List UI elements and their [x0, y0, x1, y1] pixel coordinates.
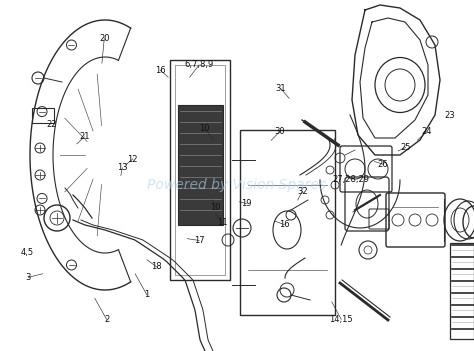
Text: 22: 22	[46, 120, 56, 129]
Text: 13: 13	[117, 163, 128, 172]
Text: Powered by Vision Spares: Powered by Vision Spares	[147, 178, 327, 192]
Text: 11: 11	[218, 218, 228, 227]
Text: 4,5: 4,5	[21, 248, 34, 257]
Text: 10: 10	[200, 124, 210, 133]
Text: 16: 16	[155, 66, 165, 75]
Text: 30: 30	[274, 127, 285, 136]
Text: 1: 1	[144, 290, 150, 299]
Text: 6,7,8,9: 6,7,8,9	[184, 60, 214, 69]
FancyBboxPatch shape	[178, 105, 223, 225]
Text: 24: 24	[421, 127, 432, 136]
Text: 17: 17	[194, 236, 204, 245]
Text: 23: 23	[444, 111, 455, 120]
Text: 26: 26	[378, 160, 388, 169]
Text: 18: 18	[151, 262, 162, 271]
Text: 25: 25	[401, 143, 411, 152]
Text: 2: 2	[104, 315, 109, 324]
Text: 31: 31	[275, 84, 286, 93]
Text: 14,15: 14,15	[329, 315, 353, 324]
Text: 20: 20	[99, 34, 109, 43]
Text: 10: 10	[210, 203, 221, 212]
Text: 12: 12	[128, 154, 138, 164]
Text: 21: 21	[79, 132, 90, 141]
Text: 3: 3	[26, 273, 31, 282]
Text: 27,28,29: 27,28,29	[332, 174, 369, 184]
Text: 19: 19	[241, 199, 252, 208]
Text: 32: 32	[297, 187, 308, 196]
Text: 16: 16	[279, 220, 290, 229]
